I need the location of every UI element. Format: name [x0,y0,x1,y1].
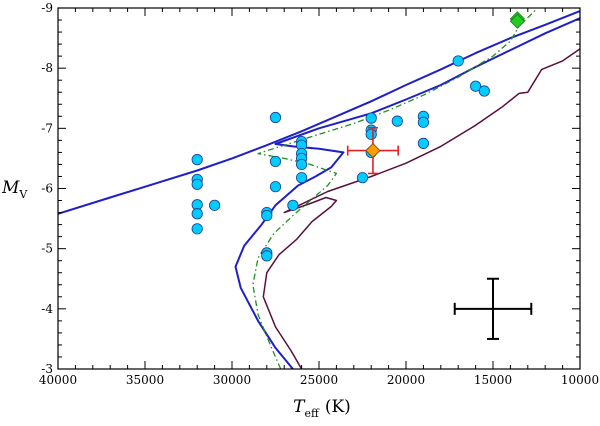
star-point [287,199,299,211]
star-point [356,172,369,184]
x-tick-label: 30000 [213,373,251,387]
evolution-track-2 [234,17,580,369]
star-point [295,172,308,184]
y-tick-label: -3 [41,362,53,376]
x-tick-label: 10000 [561,373,599,387]
x-axis-unit: (K) [325,397,351,417]
x-tick-label: 20000 [387,373,425,387]
x-axis-subscript: eff [305,407,321,420]
star-point [269,111,282,124]
star-point [191,154,203,166]
evolution-track-1 [58,10,580,215]
y-tick-label: -5 [41,242,53,256]
star-point [469,80,482,92]
star-point [295,158,308,171]
star-point [261,209,273,222]
star-point [452,55,464,67]
x-tick-label: 25000 [300,373,338,387]
star-point [417,137,429,149]
target-diamond [365,143,381,159]
green-diamond [509,13,525,29]
y-tick-label: -4 [41,302,53,316]
star-point [191,178,203,190]
star-point [191,208,203,220]
star-point [269,155,282,168]
x-tick-label: 40000 [39,373,77,387]
x-tick-label: 35000 [126,373,164,387]
y-axis-subscript: V [18,188,28,201]
star-point [261,250,273,262]
star-point [269,181,282,193]
star-point [365,112,377,124]
axes-layer: 40000 35000 30000 25000 20000 15000 10000 -9 -8 -… [39,1,599,387]
x-tick-label: 15000 [474,373,512,387]
star-point [417,116,429,128]
evolution-track-3 [262,48,580,369]
y-axis-label: MV [1,178,28,201]
x-axis-label: Teff (K) [293,397,351,420]
star-point [191,223,203,235]
series-layer [58,8,580,369]
star-point [365,128,377,140]
y-axis-symbol: M [1,178,20,198]
evolution-track-4 [252,8,537,369]
x-axis-symbol: T [293,397,306,417]
y-tick-label: -8 [41,61,53,75]
y-tick-label: -7 [41,121,53,135]
star-point [209,199,221,211]
star-point [478,85,490,97]
y-tick-label: -9 [41,1,53,15]
y-tick-label: -6 [41,182,53,196]
star-point [391,115,403,127]
